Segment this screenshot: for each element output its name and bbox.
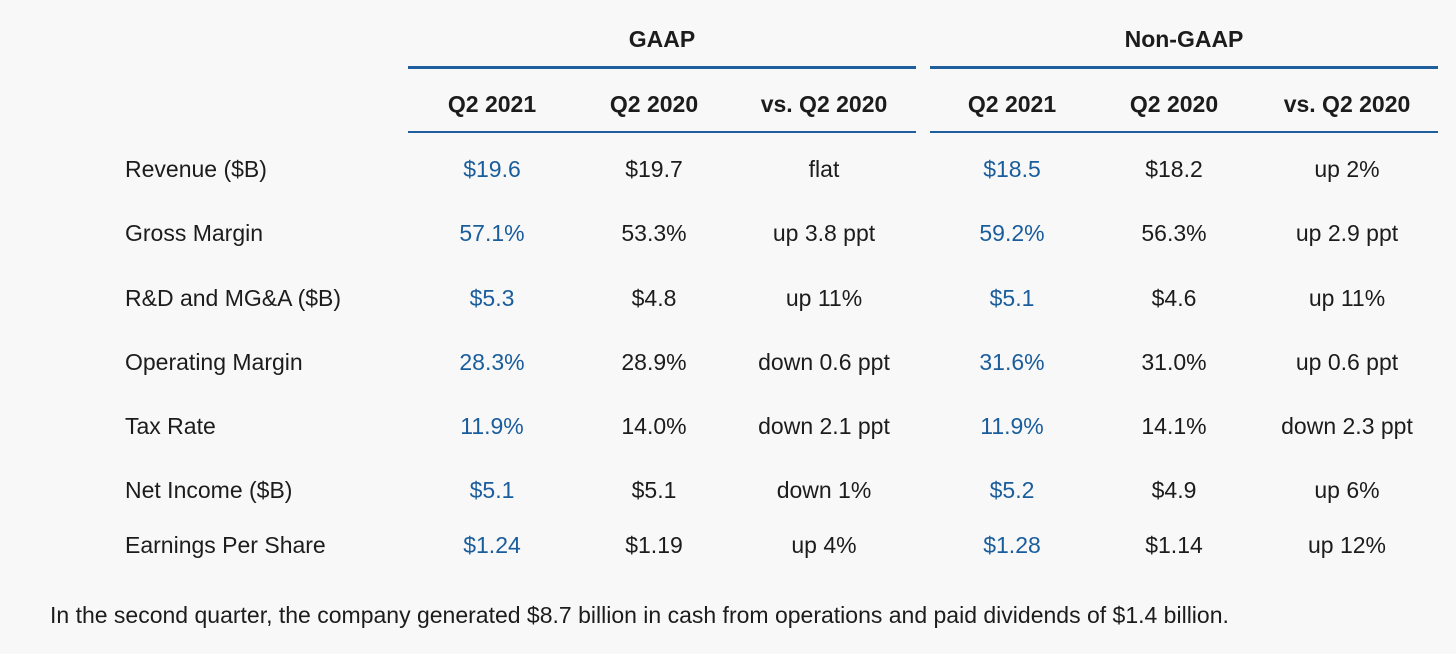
non-gaap-group-title: Non-GAAP xyxy=(1124,26,1244,52)
non-gaap-prior-value: 14.1% xyxy=(1141,413,1207,439)
non-gaap-prior-value: $4.6 xyxy=(1151,285,1197,311)
gaap-prior-value: $5.1 xyxy=(631,477,677,503)
gaap-group-title: GAAP xyxy=(628,26,696,52)
col-head-gaap-q2-2020: Q2 2020 xyxy=(609,91,699,117)
col-head-gaap-q2-2021: Q2 2021 xyxy=(447,91,537,117)
gaap-current-value: 28.3% xyxy=(459,349,525,375)
gaap-prior-value: 28.9% xyxy=(621,349,687,375)
gaap-current-value: $5.1 xyxy=(469,477,515,503)
table-row-gross-margin: Gross Margin 57.1% 53.3% up 3.8 ppt 59.2… xyxy=(0,215,1456,251)
non-gaap-current-value: 59.2% xyxy=(979,220,1045,246)
non-gaap-prior-value: $1.14 xyxy=(1145,532,1203,558)
row-label: R&D and MG&A ($B) xyxy=(125,285,342,311)
non-gaap-change-value: up 2% xyxy=(1314,156,1380,182)
gaap-change-value: down 1% xyxy=(776,477,872,503)
non-gaap-prior-value: $18.2 xyxy=(1145,156,1203,182)
table-row-rd-mga: R&D and MG&A ($B) $5.3 $4.8 up 11% $5.1 … xyxy=(0,280,1456,316)
row-label: Gross Margin xyxy=(125,220,264,246)
non-gaap-current-value: $5.1 xyxy=(989,285,1035,311)
gaap-change-value: flat xyxy=(808,156,840,182)
gaap-prior-value: $19.7 xyxy=(625,156,683,182)
non-gaap-current-value: $18.5 xyxy=(983,156,1041,182)
non-gaap-column-rule xyxy=(930,131,1438,133)
non-gaap-header-rule xyxy=(930,66,1438,69)
non-gaap-prior-value: 56.3% xyxy=(1141,220,1207,246)
gaap-prior-value: 53.3% xyxy=(621,220,687,246)
non-gaap-current-value: $5.2 xyxy=(989,477,1035,503)
non-gaap-prior-value: $4.9 xyxy=(1151,477,1197,503)
table-row-tax-rate: Tax Rate 11.9% 14.0% down 2.1 ppt 11.9% … xyxy=(0,408,1456,444)
non-gaap-current-value: $1.28 xyxy=(983,532,1041,558)
gaap-prior-value: $1.19 xyxy=(625,532,683,558)
non-gaap-change-value: up 0.6 ppt xyxy=(1295,349,1399,375)
row-label: Tax Rate xyxy=(125,413,216,439)
row-label: Earnings Per Share xyxy=(125,532,326,558)
gaap-header-rule xyxy=(408,66,916,69)
gaap-current-value: $1.24 xyxy=(463,532,521,558)
gaap-current-value: $19.6 xyxy=(463,156,521,182)
table-row-revenue: Revenue ($B) $19.6 $19.7 flat $18.5 $18.… xyxy=(0,151,1456,187)
gaap-current-value: $5.3 xyxy=(469,285,515,311)
row-label: Revenue ($B) xyxy=(125,156,267,182)
gaap-current-value: 11.9% xyxy=(460,413,524,439)
gaap-change-value: down 2.1 ppt xyxy=(758,413,890,439)
table-row-net-income: Net Income ($B) $5.1 $5.1 down 1% $5.2 $… xyxy=(0,472,1456,508)
non-gaap-current-value: 11.9% xyxy=(980,413,1044,439)
non-gaap-change-value: up 11% xyxy=(1308,285,1386,311)
table-row-operating-margin: Operating Margin 28.3% 28.9% down 0.6 pp… xyxy=(0,344,1456,380)
non-gaap-change-value: up 2.9 ppt xyxy=(1295,220,1399,246)
non-gaap-change-value: up 6% xyxy=(1314,477,1380,503)
gaap-change-value: up 3.8 ppt xyxy=(772,220,876,246)
gaap-prior-value: 14.0% xyxy=(621,413,687,439)
col-head-non-gaap-vs: vs. Q2 2020 xyxy=(1283,91,1411,117)
gaap-change-value: up 4% xyxy=(791,532,857,558)
gaap-change-value: up 11% xyxy=(785,285,863,311)
row-label: Net Income ($B) xyxy=(125,477,293,503)
gaap-column-rule xyxy=(408,131,916,133)
non-gaap-current-value: 31.6% xyxy=(979,349,1045,375)
col-head-gaap-vs: vs. Q2 2020 xyxy=(760,91,888,117)
non-gaap-change-value: up 12% xyxy=(1307,532,1386,558)
gaap-prior-value: $4.8 xyxy=(631,285,677,311)
non-gaap-prior-value: 31.0% xyxy=(1141,349,1207,375)
gaap-current-value: 57.1% xyxy=(459,220,525,246)
col-head-non-gaap-q2-2021: Q2 2021 xyxy=(967,91,1057,117)
table-row-eps: Earnings Per Share $1.24 $1.19 up 4% $1.… xyxy=(0,527,1456,563)
cash-flow-footnote: In the second quarter, the company gener… xyxy=(50,602,1229,628)
gaap-change-value: down 0.6 ppt xyxy=(758,349,890,375)
row-label: Operating Margin xyxy=(125,349,303,375)
col-head-non-gaap-q2-2020: Q2 2020 xyxy=(1129,91,1219,117)
non-gaap-change-value: down 2.3 ppt xyxy=(1281,413,1413,439)
